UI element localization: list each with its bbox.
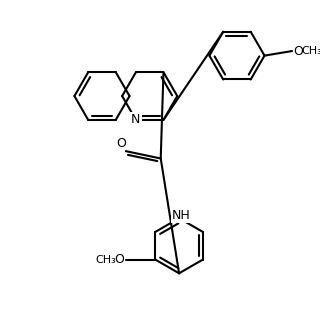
Text: CH₃: CH₃ xyxy=(95,255,116,264)
Text: CH₃: CH₃ xyxy=(301,46,320,56)
Text: NH: NH xyxy=(172,209,190,222)
Text: O: O xyxy=(116,137,126,150)
Text: N: N xyxy=(131,113,140,126)
Text: O: O xyxy=(114,253,124,266)
Text: O: O xyxy=(293,45,303,57)
